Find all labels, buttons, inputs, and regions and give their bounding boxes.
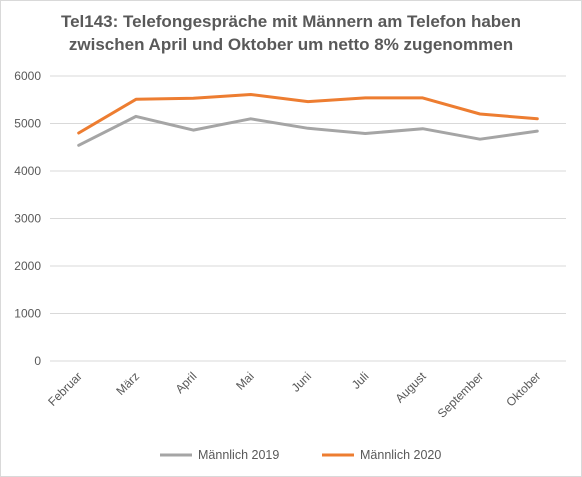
x-tick-label-april: April [173, 369, 200, 396]
x-tick-label-februar: Februar [45, 369, 85, 409]
x-tick-label-oktober: Oktober [503, 369, 543, 409]
y-tick-label-0: 0 [34, 354, 41, 368]
chart-title-line-2: zwischen April und Oktober um netto 8% z… [68, 35, 514, 54]
y-tick-label-5000: 5000 [14, 117, 41, 131]
y-tick-label-6000: 6000 [14, 69, 41, 83]
x-tick-label-september: September [435, 369, 486, 420]
legend-label-1: Männlich 2019 [198, 448, 279, 462]
gridlines [50, 75, 566, 362]
legend: Männlich 2019 Männlich 2020 [160, 448, 441, 462]
legend-label-2: Männlich 2020 [360, 448, 441, 462]
y-tick-label-2000: 2000 [14, 259, 41, 273]
x-axis-ticks: Februar März April Mai Juni Juli August Septemb… [45, 369, 543, 421]
y-tick-label-1000: 1000 [14, 307, 41, 321]
x-tick-label-märz: März [113, 369, 142, 398]
x-tick-label-mai: Mai [233, 369, 257, 393]
y-tick-label-4000: 4000 [14, 164, 41, 178]
x-tick-label-juni: Juni [289, 369, 314, 394]
chart-title-line-1: Tel143: Telefongespräche mit Männern am … [60, 12, 522, 31]
chart-title: Tel143: Telefongespräche mit Männern am … [0, 10, 582, 56]
x-tick-label-august: August [392, 369, 429, 406]
y-tick-label-3000: 3000 [14, 212, 41, 226]
series-line-1 [77, 114, 539, 147]
x-tick-label-juli: Juli [349, 369, 372, 392]
y-axis-ticks: 0 1000 2000 3000 4000 5000 6000 [14, 69, 41, 368]
series-lines [77, 93, 539, 147]
